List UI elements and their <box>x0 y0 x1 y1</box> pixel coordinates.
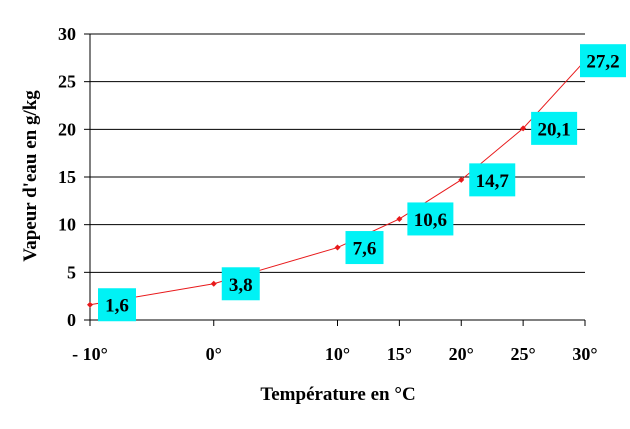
y-tick-label: 30 <box>58 24 76 44</box>
data-label-text: 20,1 <box>538 119 571 140</box>
y-tick-label: 15 <box>58 167 76 187</box>
x-tick-label: - 10° <box>72 344 108 364</box>
data-label: 7,6 <box>345 231 384 265</box>
data-label-text: 27,2 <box>586 52 619 73</box>
data-point <box>87 301 93 308</box>
y-tick-label: 25 <box>58 72 76 92</box>
x-tick-label: 10° <box>325 344 350 364</box>
data-label: 1,6 <box>98 288 136 322</box>
x-tick-label: 0° <box>206 344 222 364</box>
gridlines <box>90 33 585 273</box>
y-tick-labels: 0 5 10 15 20 25 30 <box>58 24 76 330</box>
axes <box>84 33 586 326</box>
x-tick-labels: - 10° 0° 10° 15° 20° 25° 30° <box>72 344 597 364</box>
data-label-box <box>469 163 516 197</box>
y-tick-label: 10 <box>58 215 76 235</box>
data-label: 27,2 <box>580 44 626 78</box>
x-axis-title: Température en °C <box>260 384 415 405</box>
data-label-text: 3,8 <box>229 275 253 296</box>
data-label-text: 7,6 <box>353 239 377 260</box>
data-point <box>334 244 341 251</box>
y-axis-title: Vapeur d'eau en g/kg <box>20 90 41 262</box>
data-point <box>520 125 527 132</box>
x-tick-label: 25° <box>511 344 536 364</box>
x-tick-label: 20° <box>449 344 474 364</box>
data-label: 10,6 <box>407 202 454 236</box>
data-label-box <box>531 111 578 145</box>
data-label: 20,1 <box>531 111 578 145</box>
y-tick-label: 5 <box>67 262 76 282</box>
data-label-text: 14,7 <box>476 171 510 192</box>
data-label-text: 1,6 <box>105 296 129 317</box>
data-label-text: 10,6 <box>414 210 447 231</box>
data-point <box>210 280 217 287</box>
data-label-box <box>407 202 454 236</box>
data-label-box <box>345 231 384 265</box>
x-tick-label: 30° <box>572 344 597 364</box>
x-tick-label: 15° <box>387 344 412 364</box>
data-label-box <box>221 267 260 301</box>
data-labels: 1,6 3,8 7,6 10,6 14,7 20,1 27,2 <box>98 44 626 322</box>
y-tick-label: 20 <box>58 119 76 139</box>
data-point <box>396 215 403 222</box>
data-label: 3,8 <box>221 267 260 301</box>
data-label-box <box>580 44 626 78</box>
y-tick-label: 0 <box>67 310 76 330</box>
data-label-box <box>98 288 136 322</box>
data-point <box>458 176 465 183</box>
data-label: 14,7 <box>469 163 516 197</box>
